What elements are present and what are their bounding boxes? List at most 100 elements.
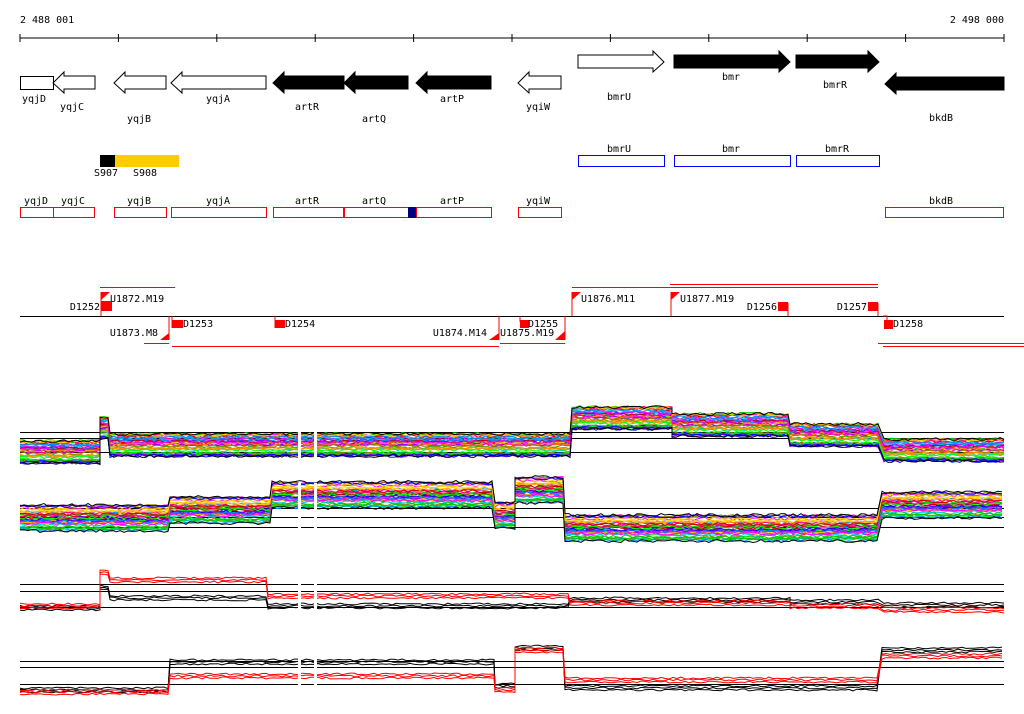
u1875-marker[interactable]: [555, 331, 565, 340]
expression-trace: [19, 573, 1005, 614]
gene-yqiW[interactable]: [517, 70, 562, 95]
expression-trace: [19, 501, 1003, 544]
red-box-yqjD[interactable]: [20, 207, 54, 218]
gap-marker: [314, 559, 317, 622]
expression-trace: [19, 646, 1003, 692]
expression-trace: [19, 488, 1002, 530]
expression-trace: [19, 651, 1003, 696]
u1877-marker[interactable]: [671, 292, 680, 300]
gene-labels: yqjD yqjC yqjB yqjA artR artQ artP yqiW …: [22, 72, 953, 125]
tu-label: U1874.M14: [433, 328, 487, 339]
gene-label: yqjC: [60, 102, 84, 113]
expression-trace: [19, 481, 1003, 524]
red-box-yqjC[interactable]: [53, 207, 95, 218]
gene-bmr[interactable]: [673, 49, 791, 74]
u1874-marker[interactable]: [489, 333, 499, 340]
operon-label: bmrR: [825, 144, 850, 155]
tu-label: U1872.M19: [110, 294, 164, 305]
expression-trace: [19, 408, 1005, 447]
operon-box-bmrR[interactable]: [796, 155, 880, 167]
gene-artR[interactable]: [272, 70, 345, 95]
gene-track: [20, 49, 1005, 96]
gene-bmrR[interactable]: [795, 49, 880, 74]
expression-trace: [19, 416, 1005, 455]
gene-label: bmrU: [607, 92, 631, 103]
expression-trace: [19, 426, 1005, 466]
gene-label: bmr: [722, 72, 740, 83]
ruler-end-label: 2 498 000: [950, 15, 1004, 26]
red-box-label: yqjA: [206, 196, 230, 207]
gap-marker: [314, 636, 317, 699]
red-box-artQ[interactable]: [344, 207, 409, 218]
gap-marker: [314, 483, 317, 542]
tu-label: D1257: [837, 302, 867, 313]
operon-label: bmr: [722, 144, 740, 155]
gene-yqjC[interactable]: [52, 70, 96, 95]
gene-label: yqjB: [127, 114, 151, 125]
red-box-bkdB[interactable]: [885, 207, 1004, 218]
gap-marker: [298, 483, 301, 542]
expression-trace: [19, 644, 1003, 690]
gap-marker: [298, 407, 301, 467]
u1876-marker[interactable]: [572, 292, 581, 300]
tu-label: U1873.M8: [110, 328, 158, 339]
d1257-marker[interactable]: [868, 302, 878, 311]
d1256-marker[interactable]: [778, 302, 788, 311]
expression-trace: [19, 420, 1005, 459]
tu-label: D1252: [70, 302, 100, 313]
tu-label: D1253: [183, 319, 213, 330]
d1255-marker[interactable]: [520, 320, 529, 328]
expression-trace: [19, 588, 1005, 612]
u1872-marker[interactable]: [101, 292, 110, 300]
tu-label: D1254: [285, 319, 315, 330]
u1873-marker[interactable]: [160, 333, 169, 340]
red-box-label: bkdB: [929, 196, 953, 207]
operon-box-bmr[interactable]: [674, 155, 791, 167]
expression-panel-2: [19, 475, 1004, 544]
tu-label: U1876.M11: [581, 294, 635, 305]
d1254-marker[interactable]: [275, 320, 285, 328]
gene-yqjD[interactable]: [20, 76, 54, 90]
gene-yqjA[interactable]: [170, 70, 267, 95]
gene-bkdB[interactable]: [884, 71, 1005, 96]
red-box-yqiW[interactable]: [518, 207, 562, 218]
segment-S908[interactable]: [115, 155, 179, 167]
d1253-marker[interactable]: [172, 320, 183, 328]
expression-trace: [19, 569, 1005, 610]
gap-marker: [314, 407, 317, 467]
expression-trace: [19, 475, 1003, 517]
expression-trace: [19, 409, 1005, 448]
expression-trace: [19, 421, 1005, 460]
gene-label: artP: [440, 94, 464, 105]
gap-marker: [298, 636, 301, 699]
gene-artQ[interactable]: [343, 70, 409, 95]
gene-label: yqjA: [206, 94, 230, 105]
red-box-label: artP: [440, 196, 464, 207]
ruler-start-label: 2 488 001: [20, 15, 74, 26]
gene-bmrU[interactable]: [577, 49, 665, 74]
red-box-yqjB[interactable]: [114, 207, 167, 218]
expression-panel-4: [19, 636, 1004, 699]
tu-label: U1877.M19: [680, 294, 734, 305]
d1252-marker[interactable]: [101, 301, 112, 311]
gene-artP[interactable]: [415, 70, 492, 95]
red-box-yqjA[interactable]: [171, 207, 267, 218]
d1258-marker[interactable]: [884, 320, 893, 329]
red-box-artP[interactable]: [416, 207, 492, 218]
red-box-label: artR: [295, 196, 320, 207]
expression-trace: [19, 487, 1003, 530]
red-box-artR[interactable]: [273, 207, 344, 218]
gene-yqjB[interactable]: [113, 70, 167, 95]
tu-label: D1256: [747, 302, 777, 313]
expression-trace: [19, 571, 1005, 612]
marker-block: [408, 207, 416, 218]
expression-trace: [19, 489, 1003, 532]
segment-S907[interactable]: [100, 155, 115, 167]
red-box-label: yqjD: [24, 196, 48, 207]
red-box-label: yqiW: [526, 196, 551, 207]
expression-trace: [19, 414, 1005, 453]
operon-box-bmrU[interactable]: [578, 155, 665, 167]
expression-trace: [19, 490, 1003, 533]
transcription-track: D1252 U1872.M19 U1876.M11 U1877.M19 D125…: [20, 284, 1024, 347]
gene-label: bmrR: [823, 80, 848, 91]
